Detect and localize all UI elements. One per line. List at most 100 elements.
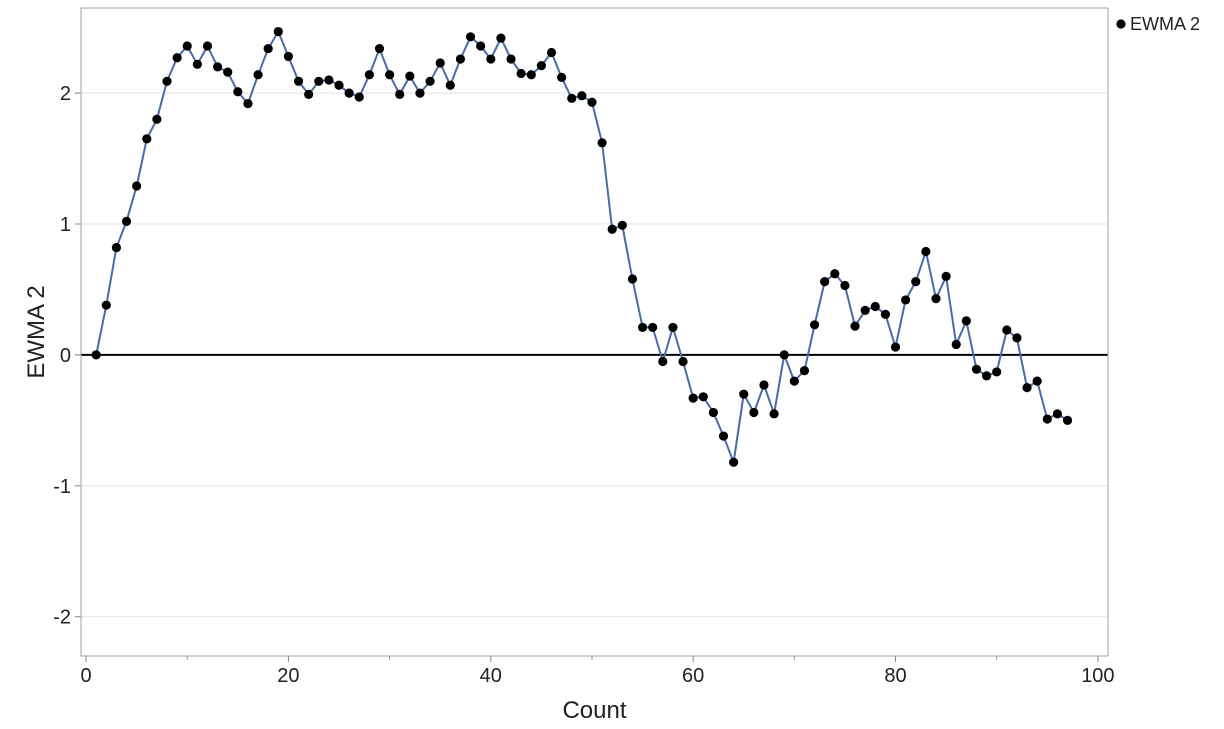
x-tick-label: 100 — [1081, 665, 1114, 687]
data-point — [678, 356, 688, 367]
data-point — [496, 33, 506, 43]
data-point — [840, 280, 850, 291]
data-point — [597, 138, 607, 148]
data-point — [931, 294, 941, 304]
data-point — [637, 322, 648, 333]
data-point — [385, 70, 395, 80]
y-tick-label: -2 — [53, 607, 71, 629]
data-point — [648, 322, 658, 333]
data-point — [587, 97, 597, 107]
legend-label: EWMA 2 — [1130, 14, 1200, 34]
data-point — [111, 242, 122, 253]
data-point — [455, 54, 466, 64]
data-point — [132, 181, 142, 191]
x-tick-label: 40 — [480, 665, 502, 687]
data-point — [870, 301, 880, 312]
data-point — [718, 431, 729, 441]
data-point — [820, 277, 830, 287]
data-point — [202, 41, 213, 51]
y-axis-title: EWMA 2 — [23, 285, 50, 378]
data-point — [263, 43, 273, 54]
data-point — [172, 53, 182, 63]
data-point — [698, 392, 708, 402]
data-point — [516, 68, 526, 79]
data-point — [192, 59, 202, 69]
data-point — [476, 41, 486, 51]
data-point — [142, 134, 152, 144]
x-tick-label: 80 — [884, 665, 906, 687]
data-point — [789, 376, 799, 386]
y-tick-label: 0 — [60, 345, 71, 367]
data-point — [1052, 409, 1063, 419]
data-point — [273, 26, 283, 37]
data-point — [101, 300, 111, 310]
data-point — [799, 366, 810, 376]
data-point — [304, 89, 314, 99]
data-point — [890, 342, 901, 352]
data-point — [283, 51, 294, 62]
data-point — [708, 407, 718, 418]
data-point — [415, 88, 425, 98]
data-point — [526, 70, 536, 80]
data-point — [830, 269, 840, 279]
data-point — [941, 271, 951, 281]
x-tick-label: 20 — [277, 665, 299, 687]
data-point — [809, 320, 820, 330]
data-point — [1012, 333, 1022, 343]
data-point — [668, 322, 678, 333]
data-point — [293, 76, 304, 86]
data-point — [769, 409, 779, 419]
data-point — [91, 350, 101, 360]
data-point — [121, 216, 132, 226]
data-point — [395, 89, 405, 99]
data-point — [951, 339, 961, 350]
data-point — [577, 91, 587, 101]
data-point — [405, 71, 415, 81]
x-tick-label: 0 — [80, 665, 91, 687]
data-point — [445, 80, 455, 90]
data-point — [1042, 414, 1052, 424]
data-point — [152, 114, 162, 124]
data-point — [658, 356, 668, 367]
data-point — [992, 367, 1002, 377]
data-point — [364, 70, 374, 80]
data-point — [1062, 415, 1073, 425]
data-point — [233, 87, 243, 97]
data-point — [435, 58, 445, 68]
y-tick-label: 2 — [60, 83, 71, 105]
data-point — [334, 80, 344, 90]
data-point — [536, 61, 546, 71]
y-tick-label: -1 — [53, 476, 71, 498]
data-point — [688, 393, 698, 403]
data-point — [354, 92, 364, 102]
plot-frame — [80, 7, 1109, 657]
data-point — [961, 316, 971, 326]
data-point — [182, 41, 192, 51]
data-point — [607, 224, 617, 234]
data-point — [981, 371, 992, 381]
data-point — [374, 43, 385, 54]
data-point — [850, 321, 860, 331]
data-point — [1032, 376, 1042, 386]
y-tick-label: 1 — [60, 214, 71, 236]
data-point — [921, 246, 931, 257]
data-point — [739, 389, 749, 399]
data-point — [627, 274, 638, 284]
data-point — [911, 277, 921, 287]
data-point — [1002, 325, 1012, 335]
data-point — [253, 70, 263, 80]
data-point — [759, 380, 769, 390]
data-point — [729, 457, 739, 467]
data-point — [860, 305, 870, 315]
x-tick-label: 60 — [682, 665, 704, 687]
data-point — [223, 67, 233, 77]
data-point — [212, 62, 223, 72]
data-point — [557, 72, 567, 82]
data-point — [749, 407, 759, 418]
data-point — [506, 54, 516, 64]
data-point — [243, 98, 253, 109]
data-point — [546, 47, 557, 58]
data-point — [344, 88, 354, 98]
